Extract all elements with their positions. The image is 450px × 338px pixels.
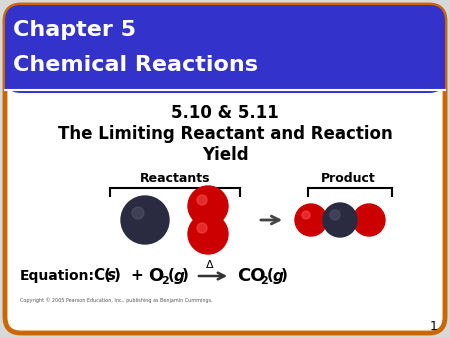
Text: Product: Product xyxy=(320,171,375,185)
Circle shape xyxy=(295,204,327,236)
Circle shape xyxy=(197,195,207,205)
Text: (: ( xyxy=(267,268,274,284)
Text: Chapter 5: Chapter 5 xyxy=(13,20,136,40)
Text: +: + xyxy=(130,268,143,284)
Circle shape xyxy=(330,210,340,220)
Circle shape xyxy=(132,207,144,219)
Text: The Limiting Reactant and Reaction: The Limiting Reactant and Reaction xyxy=(58,125,392,143)
Circle shape xyxy=(188,214,228,254)
Text: 2: 2 xyxy=(260,276,268,286)
Text: 5.10 & 5.11: 5.10 & 5.11 xyxy=(171,104,279,122)
Circle shape xyxy=(197,223,207,233)
Bar xyxy=(5,68,445,90)
Text: ): ) xyxy=(281,268,288,284)
Text: ): ) xyxy=(114,268,121,284)
Circle shape xyxy=(323,203,357,237)
Circle shape xyxy=(121,196,169,244)
Text: g: g xyxy=(273,268,284,284)
Text: g: g xyxy=(174,268,185,284)
Text: 2: 2 xyxy=(161,276,169,286)
Text: (: ( xyxy=(168,268,175,284)
Text: Chemical Reactions: Chemical Reactions xyxy=(13,55,258,75)
FancyBboxPatch shape xyxy=(5,5,445,93)
Text: 1: 1 xyxy=(430,319,438,333)
Circle shape xyxy=(188,186,228,226)
Circle shape xyxy=(353,204,385,236)
Text: Δ: Δ xyxy=(206,260,214,270)
Circle shape xyxy=(302,211,310,219)
Text: CO: CO xyxy=(237,267,266,285)
Text: Equation:: Equation: xyxy=(20,269,95,283)
FancyBboxPatch shape xyxy=(5,5,445,333)
Text: O: O xyxy=(148,267,163,285)
Text: ): ) xyxy=(182,268,189,284)
Text: s: s xyxy=(107,268,116,284)
Text: Copyright © 2005 Pearson Education, Inc., publishing as Benjamin Cummings.: Copyright © 2005 Pearson Education, Inc.… xyxy=(20,297,212,303)
Text: C(: C( xyxy=(93,268,111,284)
Text: Yield: Yield xyxy=(202,146,248,164)
Text: Reactants: Reactants xyxy=(140,171,210,185)
